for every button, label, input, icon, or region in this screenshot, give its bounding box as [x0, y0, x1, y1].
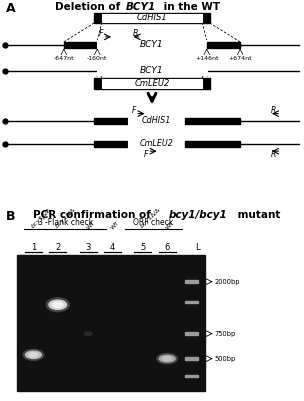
Text: $bcy1\Delta/\Delta$: $bcy1\Delta/\Delta$	[53, 205, 79, 231]
Bar	[94, 78, 210, 89]
Text: B: B	[6, 211, 16, 223]
Bar	[185, 300, 198, 303]
Bar	[185, 280, 198, 283]
Bar	[185, 375, 198, 377]
Text: F: F	[99, 30, 103, 38]
Text: -647nt: -647nt	[54, 56, 74, 61]
Text: B: B	[133, 30, 138, 38]
Ellipse shape	[84, 332, 92, 335]
Bar	[185, 332, 198, 335]
Text: +674nt: +674nt	[228, 56, 252, 61]
Text: 2: 2	[55, 243, 60, 253]
Ellipse shape	[49, 300, 67, 310]
Text: ORF check: ORF check	[133, 218, 174, 227]
Text: CmLEU2: CmLEU2	[140, 140, 174, 148]
Ellipse shape	[23, 349, 44, 360]
Bar	[94, 12, 210, 23]
Bar	[185, 118, 240, 124]
Bar	[102, 79, 202, 88]
Text: Deletion of: Deletion of	[55, 2, 124, 12]
Text: WT: WT	[110, 220, 121, 231]
Text: 500bp: 500bp	[214, 356, 236, 362]
Ellipse shape	[162, 356, 172, 360]
Text: 6: 6	[164, 243, 170, 253]
Text: WT: WT	[86, 220, 97, 231]
Text: 5: 5	[140, 243, 146, 253]
Text: $bcy1\Delta/\Delta$: $bcy1\Delta/\Delta$	[29, 205, 54, 231]
Text: -160nt: -160nt	[87, 56, 108, 61]
Bar	[17, 255, 205, 391]
Text: mutant: mutant	[234, 211, 281, 221]
Text: CmLEU2: CmLEU2	[134, 79, 170, 88]
Text: 750bp: 750bp	[214, 331, 236, 336]
Bar	[128, 140, 185, 148]
Bar	[185, 357, 198, 360]
Bar	[97, 40, 207, 49]
Text: F: F	[143, 150, 148, 159]
Bar	[64, 42, 97, 48]
Bar	[128, 117, 185, 125]
Text: R: R	[271, 106, 276, 115]
Text: A: A	[6, 2, 16, 15]
Text: 3: 3	[85, 243, 91, 253]
Text: 4: 4	[110, 243, 115, 253]
Text: BCY1: BCY1	[140, 67, 164, 75]
Ellipse shape	[26, 351, 41, 358]
Ellipse shape	[157, 354, 178, 364]
Bar	[185, 141, 240, 147]
Text: bcy1/bcy1: bcy1/bcy1	[169, 211, 227, 221]
Text: L: L	[195, 243, 200, 253]
Text: CdHIS1: CdHIS1	[136, 13, 168, 22]
Bar	[102, 14, 202, 22]
Text: 1: 1	[31, 243, 36, 253]
Text: 3'-Flank check: 3'-Flank check	[38, 218, 93, 227]
Text: R: R	[271, 150, 276, 159]
Text: in the WT: in the WT	[160, 2, 220, 12]
Bar	[94, 118, 134, 124]
Text: WT: WT	[165, 220, 176, 231]
Text: F: F	[132, 106, 136, 115]
Bar	[207, 42, 240, 48]
Bar	[97, 66, 207, 75]
Text: PCR confirmation of: PCR confirmation of	[33, 211, 155, 221]
Text: CdHIS1: CdHIS1	[142, 116, 171, 126]
Text: BCY1: BCY1	[126, 2, 157, 12]
Ellipse shape	[53, 302, 63, 308]
Text: 2000bp: 2000bp	[214, 279, 240, 285]
Text: $bcy1\Delta/\Delta$: $bcy1\Delta/\Delta$	[138, 205, 164, 231]
Bar	[94, 141, 134, 147]
Ellipse shape	[159, 355, 175, 362]
Text: BCY1: BCY1	[140, 41, 164, 49]
Ellipse shape	[46, 298, 69, 312]
Ellipse shape	[29, 352, 38, 357]
Text: +146nt: +146nt	[195, 56, 219, 61]
